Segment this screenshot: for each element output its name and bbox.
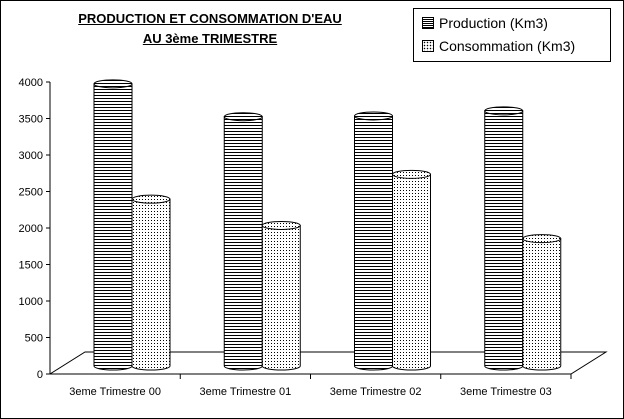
bar-top xyxy=(484,106,524,116)
x-tick-label: 3eme Trimestre 03 xyxy=(460,386,552,398)
bar-production xyxy=(484,106,524,371)
bar-top xyxy=(223,112,263,122)
legend-label-consommation: Consommation (Km3) xyxy=(439,38,576,54)
y-tick-label: 4000 xyxy=(19,77,43,89)
x-tick-label: 3eme Trimestre 02 xyxy=(330,386,422,398)
bar-consommation xyxy=(131,194,171,371)
y-tick-label: 3500 xyxy=(19,114,43,126)
bar-production xyxy=(93,79,133,371)
bar-body xyxy=(354,115,393,371)
legend-item-production: Production (Km3) xyxy=(422,14,548,32)
legend-swatch-consommation xyxy=(422,40,434,52)
bar-body xyxy=(223,116,263,371)
bar-body xyxy=(93,83,133,371)
legend-label-production: Production (Km3) xyxy=(439,15,548,31)
bar-body xyxy=(392,173,431,371)
x-tick-label: 3eme Trimestre 00 xyxy=(69,386,161,398)
bar-consommation xyxy=(261,220,301,371)
bar-body xyxy=(522,238,562,371)
legend-item-consommation: Consommation (Km3) xyxy=(422,37,575,55)
bar-top xyxy=(93,79,133,89)
y-tick-label: 3000 xyxy=(19,150,43,162)
y-tick-label: 500 xyxy=(25,333,43,345)
bar-top xyxy=(392,169,431,179)
y-tick-label: 0 xyxy=(37,369,43,381)
legend: Production (Km3) Consommation (Km3) xyxy=(413,8,611,62)
bar-body xyxy=(131,198,171,371)
bar-consommation xyxy=(522,234,562,371)
bar-body xyxy=(261,224,301,371)
y-tick-label: 1500 xyxy=(19,260,43,272)
bar-top xyxy=(261,220,301,230)
legend-swatch-production xyxy=(422,17,434,29)
y-tick-label: 2500 xyxy=(19,187,43,199)
bar-top xyxy=(522,234,562,244)
x-tick-label: 3eme Trimestre 01 xyxy=(200,386,292,398)
y-tick-label: 1000 xyxy=(19,296,43,308)
bar-top xyxy=(131,194,171,204)
bar-consommation xyxy=(392,169,431,371)
bar-body xyxy=(484,110,524,371)
bar-production xyxy=(354,111,393,371)
chart-title-line-1: PRODUCTION ET CONSOMMATION D'EAU xyxy=(78,11,342,26)
bar-production xyxy=(223,112,263,371)
chart-title-line-2: AU 3ème TRIMESTRE xyxy=(142,31,278,46)
bar-top xyxy=(354,111,393,121)
y-tick-label: 2000 xyxy=(19,223,43,235)
